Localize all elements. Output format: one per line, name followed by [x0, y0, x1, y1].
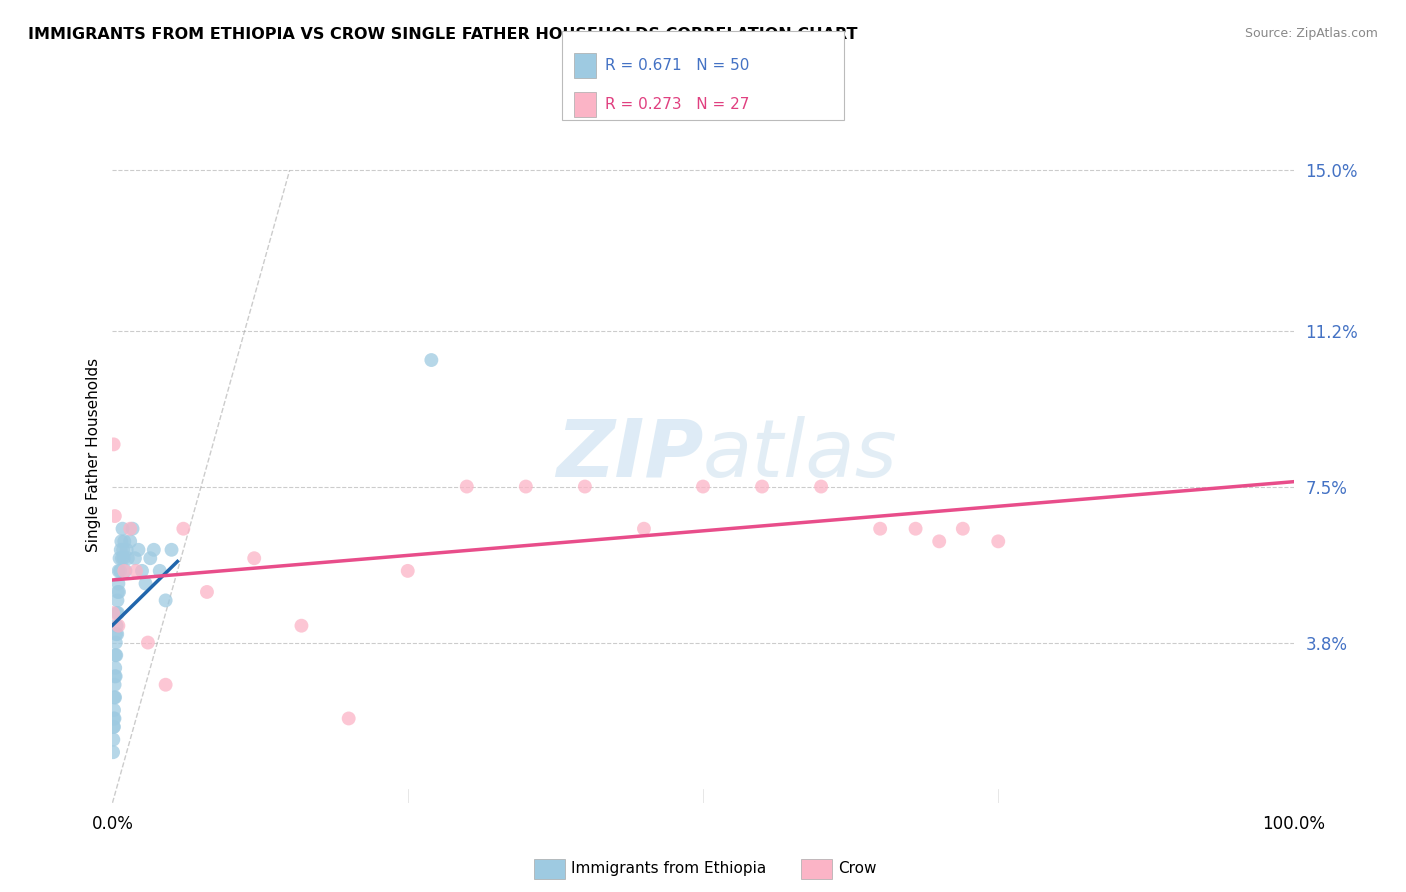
Point — [103, 690, 125, 705]
Point — [131, 564, 153, 578]
Point — [117, 551, 139, 566]
Point — [104, 678, 127, 692]
Point — [121, 522, 143, 536]
Point — [127, 542, 149, 557]
Point — [290, 618, 312, 632]
Point — [105, 627, 128, 641]
Point — [456, 479, 478, 493]
Text: R = 0.273   N = 27: R = 0.273 N = 27 — [605, 97, 749, 112]
Y-axis label: Single Father Households: Single Father Households — [86, 358, 101, 552]
Point — [337, 711, 360, 725]
Text: IMMIGRANTS FROM ETHIOPIA VS CROW SINGLE FATHER HOUSEHOLDS CORRELATION CHART: IMMIGRANTS FROM ETHIOPIA VS CROW SINGLE … — [28, 27, 858, 42]
Point — [104, 690, 127, 705]
Point — [108, 564, 131, 578]
Point — [103, 703, 125, 717]
Point — [112, 551, 135, 566]
Point — [633, 522, 655, 536]
Point — [195, 585, 218, 599]
Point — [104, 669, 127, 683]
Point — [155, 593, 177, 607]
Point — [115, 542, 138, 557]
Point — [869, 522, 891, 536]
Text: R = 0.671   N = 50: R = 0.671 N = 50 — [605, 58, 749, 72]
Point — [136, 635, 159, 649]
Point — [172, 522, 194, 536]
Point — [155, 678, 177, 692]
Point — [103, 720, 125, 734]
Point — [105, 618, 128, 632]
Text: Source: ZipAtlas.com: Source: ZipAtlas.com — [1244, 27, 1378, 40]
Point — [574, 479, 596, 493]
Point — [111, 551, 134, 566]
Point — [105, 606, 128, 620]
Text: Crow: Crow — [838, 862, 876, 876]
Point — [124, 551, 146, 566]
Point — [904, 522, 927, 536]
Point — [101, 745, 124, 759]
Point — [103, 437, 125, 451]
Point — [420, 353, 443, 368]
Point — [810, 479, 832, 493]
Point — [103, 720, 125, 734]
Point — [108, 585, 131, 599]
Point — [107, 606, 129, 620]
Point — [104, 661, 127, 675]
Point — [928, 534, 950, 549]
Point — [104, 635, 127, 649]
Point — [135, 576, 157, 591]
Point — [103, 711, 125, 725]
Point — [105, 648, 128, 663]
Point — [107, 618, 129, 632]
Point — [101, 606, 124, 620]
Point — [112, 564, 135, 578]
Point — [120, 534, 142, 549]
Point — [104, 669, 127, 683]
Point — [692, 479, 714, 493]
Point — [243, 551, 266, 566]
Point — [111, 522, 134, 536]
Text: Immigrants from Ethiopia: Immigrants from Ethiopia — [571, 862, 766, 876]
Point — [107, 576, 129, 591]
Point — [103, 711, 125, 725]
Point — [142, 542, 165, 557]
Point — [515, 479, 537, 493]
Point — [107, 564, 129, 578]
Point — [120, 522, 142, 536]
Point — [396, 564, 419, 578]
Point — [104, 648, 127, 663]
Point — [952, 522, 974, 536]
Point — [125, 564, 148, 578]
Point — [751, 479, 773, 493]
Point — [160, 542, 183, 557]
Point — [105, 627, 128, 641]
Point — [104, 509, 127, 524]
Point — [107, 585, 129, 599]
Point — [110, 534, 132, 549]
Point — [149, 564, 172, 578]
Text: ZIP: ZIP — [555, 416, 703, 494]
Point — [108, 551, 131, 566]
Point — [114, 564, 136, 578]
Point — [107, 593, 129, 607]
Point — [112, 534, 135, 549]
Text: atlas: atlas — [703, 416, 898, 494]
Point — [112, 542, 135, 557]
Point — [110, 542, 132, 557]
Point — [139, 551, 162, 566]
Point — [987, 534, 1010, 549]
Point — [103, 732, 125, 747]
